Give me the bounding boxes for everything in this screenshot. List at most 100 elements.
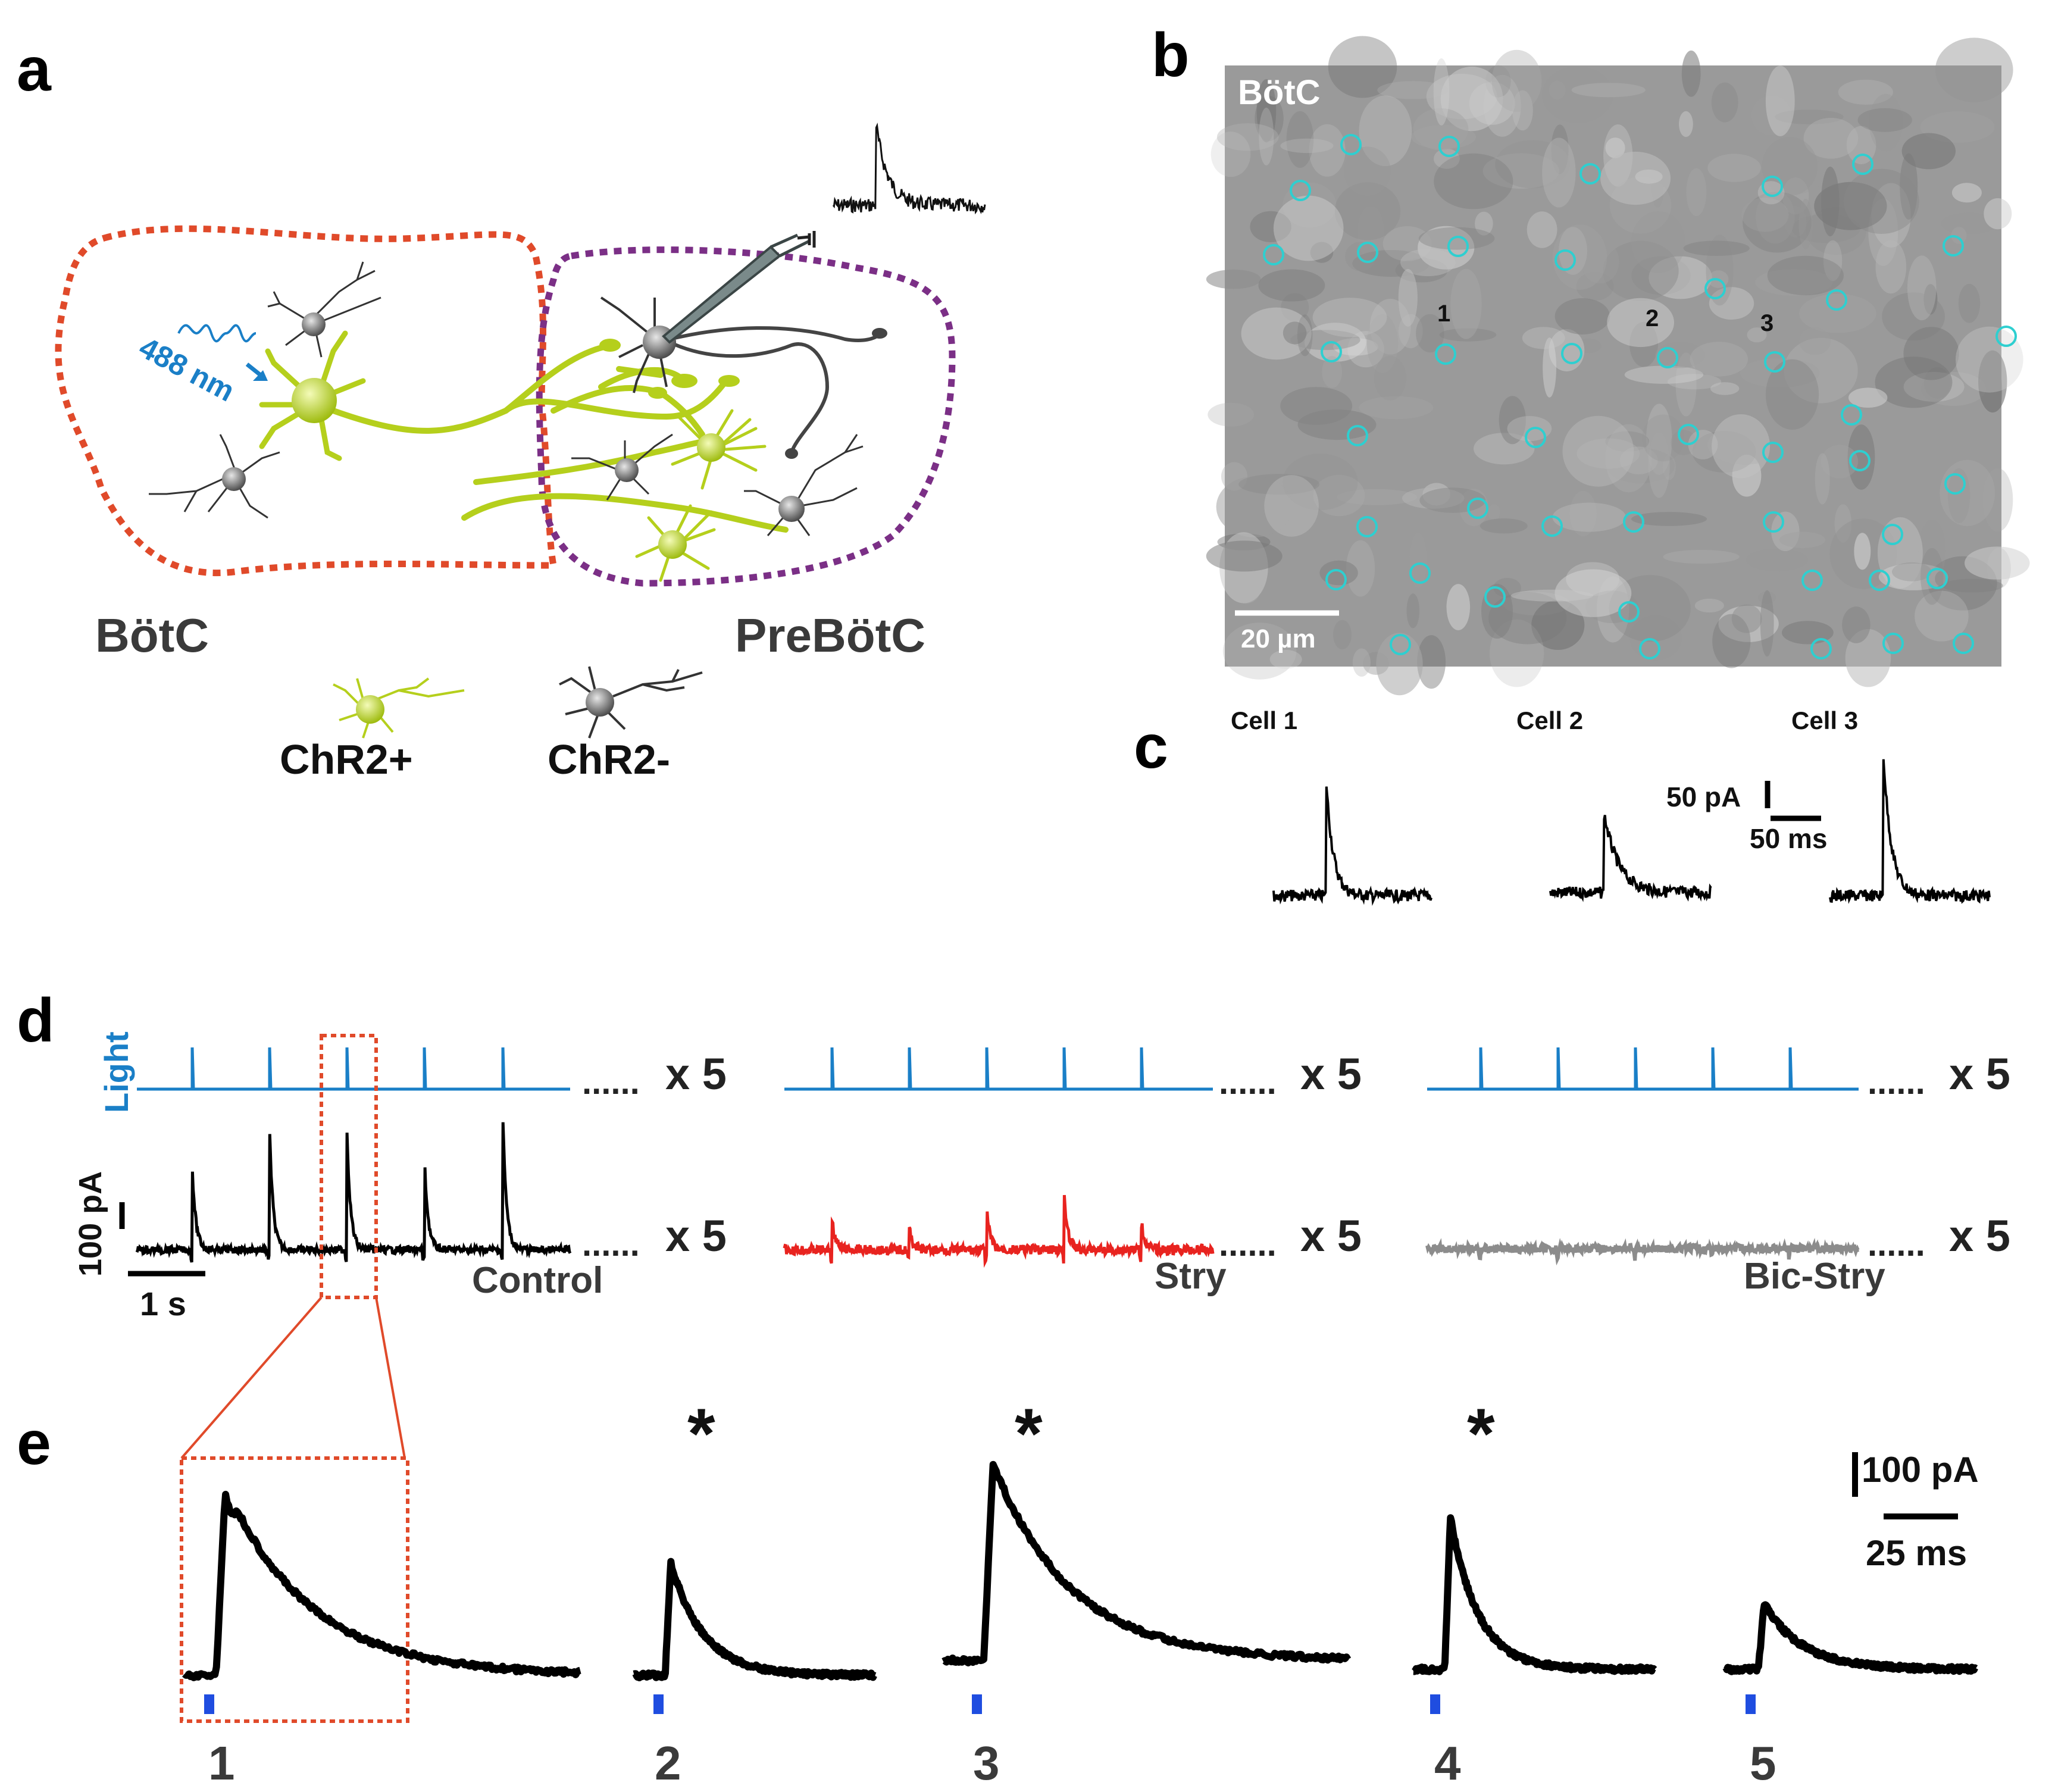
texture-blob [1605, 424, 1652, 493]
texture-blob [1344, 146, 1391, 196]
texture-blob [1597, 576, 1629, 643]
texture-blob [1541, 66, 1613, 123]
texture-blob [1710, 382, 1740, 395]
stim-marker-4 [1430, 1694, 1440, 1714]
texture-blob [1366, 314, 1399, 373]
texture-blob [1543, 337, 1557, 398]
texture-blob [1609, 575, 1691, 642]
texture-blob [1374, 355, 1406, 401]
texture-blob [1847, 424, 1875, 490]
cell-3-trace [1829, 759, 1991, 904]
recording-pipette [662, 231, 816, 344]
texture-blob [1531, 600, 1585, 650]
texture-blob [1328, 36, 1397, 98]
panel-letter-d: d [17, 986, 55, 1055]
texture-blob [1283, 321, 1307, 345]
texture-blob [1333, 338, 1378, 356]
texture-blob [1892, 562, 1932, 581]
texture-blob [1875, 356, 1953, 408]
texture-blob [1406, 593, 1420, 628]
roi-circles [1263, 134, 2017, 659]
legend-chr2neg-label: ChR2- [548, 736, 670, 783]
texture-blob [1607, 298, 1675, 348]
roi-circle [1763, 511, 1784, 533]
texture-blob [1903, 372, 1965, 402]
texture-blob [1549, 329, 1585, 371]
texture-blob [1711, 82, 1738, 123]
cell-2-title: Cell 2 [1516, 706, 1583, 734]
texture-blob [1600, 151, 1671, 205]
texture-blob [1923, 367, 1951, 399]
texture-blob [1951, 227, 1967, 244]
texture-blob [1941, 212, 1997, 234]
evoked-trace-4 [1410, 1514, 1657, 1675]
texture-blob [1206, 540, 1283, 572]
texture-blob [1732, 454, 1762, 497]
boutons [599, 339, 740, 399]
roi-circle [1926, 568, 1948, 589]
texture-blob [1259, 107, 1274, 165]
roi-circle [1409, 562, 1431, 584]
roi-circle [1810, 638, 1832, 659]
texture-blob [1775, 110, 1844, 124]
texture-blob [1482, 153, 1559, 189]
texture-blob [1978, 350, 2007, 413]
texture-blob [1901, 133, 1956, 170]
cell-1-trace [1272, 786, 1432, 906]
texture-blob [1491, 49, 1542, 112]
trace-number-1: 1 [208, 1737, 235, 1790]
texture-blob [1493, 578, 1521, 598]
texture-blob [1679, 111, 1693, 137]
texture-blob [1869, 93, 1903, 152]
current-dots-1: ...... [582, 1225, 640, 1264]
texture-blob [1488, 504, 1500, 520]
cell-label-3: 3 [1760, 310, 1774, 336]
panel-e: * * * 1 2 3 4 5 100 pA 25 ms [180, 1394, 1979, 1790]
texture-blob [1577, 438, 1640, 469]
roi-circle [1390, 634, 1411, 655]
texture-blob [1345, 242, 1377, 271]
texture-blob [1984, 198, 2012, 230]
texture-blob [1903, 327, 1959, 380]
texture-blob [1551, 124, 1569, 174]
evoked-trace-5 [1722, 1601, 1979, 1675]
botc-outline [55, 225, 558, 577]
roi-circle [1657, 347, 1678, 368]
chr2-neuron-stimulated [259, 330, 366, 461]
roi-circle [1484, 586, 1506, 608]
trace-number-3: 3 [973, 1737, 1000, 1790]
stim-marker-1 [204, 1694, 214, 1714]
legend-chr2neg-icon [559, 666, 703, 739]
texture-blob [1629, 615, 1682, 661]
star-4: * [1467, 1394, 1495, 1474]
light-trace-stry [784, 1047, 1213, 1091]
texture-blob [1605, 431, 1650, 452]
evoked-trace-2 [631, 1558, 878, 1681]
roi-circle [1618, 601, 1640, 623]
c-scale-time-label: 50 ms [1750, 823, 1827, 854]
texture-blob [1718, 605, 1779, 642]
texture-blob [1527, 211, 1557, 248]
texture-blob [1915, 590, 1969, 642]
image-region-label: BötC [1238, 73, 1321, 112]
light-trace-bicstry [1427, 1047, 1859, 1091]
texture-blob [1256, 79, 1277, 143]
texture-blob [1334, 182, 1401, 240]
stim-marker-3 [972, 1694, 982, 1714]
light-dots-2: ...... [1219, 1063, 1277, 1102]
roi-circle [1325, 569, 1347, 590]
trace-number-4: 4 [1434, 1737, 1461, 1790]
condition-bicstry-label: Bic-Stry [1744, 1256, 1885, 1297]
texture-blob [1688, 430, 1718, 459]
light-dots-1: ...... [582, 1063, 640, 1102]
texture-blob [1782, 177, 1809, 215]
texture-blob [1935, 37, 2013, 102]
cell-label-1: 1 [1437, 301, 1450, 327]
roi-circle [1762, 176, 1783, 197]
roi-circle [1869, 570, 1890, 591]
texture-blob [1965, 546, 2030, 580]
condition-stry-label: Stry [1155, 1256, 1227, 1297]
texture-blob [1740, 358, 1820, 388]
texture-blob [1746, 548, 1809, 571]
texture-blob [1712, 414, 1771, 479]
